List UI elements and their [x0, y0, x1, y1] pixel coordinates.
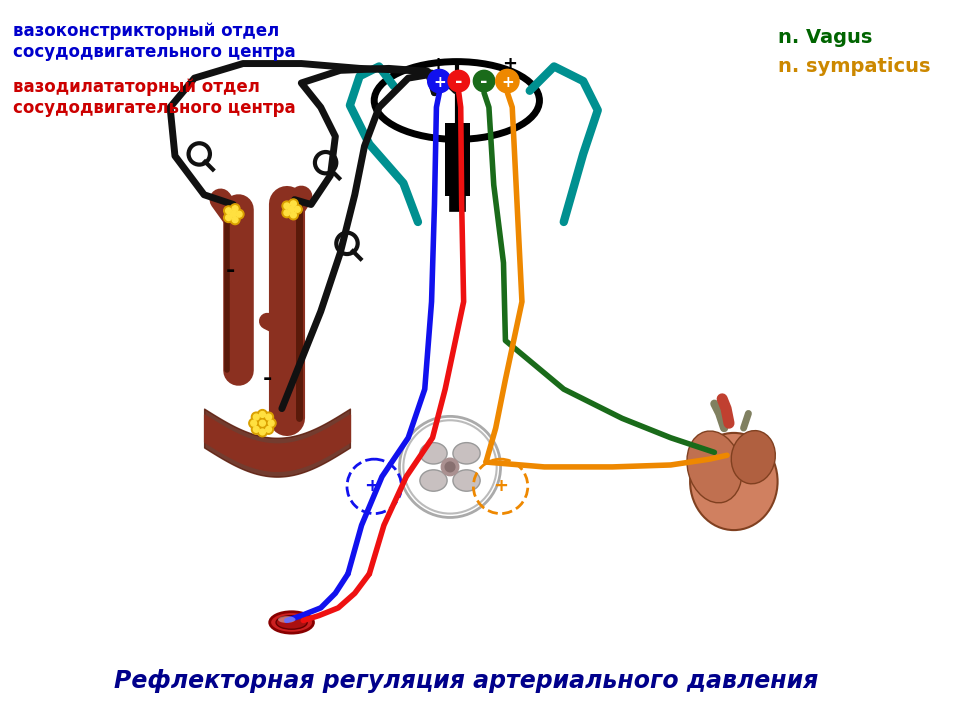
Circle shape	[257, 410, 267, 419]
Text: +: +	[364, 477, 379, 495]
Circle shape	[236, 211, 242, 217]
Ellipse shape	[270, 612, 314, 633]
Circle shape	[251, 420, 256, 426]
Text: n. sympaticus: n. sympaticus	[778, 57, 930, 76]
Circle shape	[230, 215, 240, 225]
Text: вазоконстрикторный отдел
сосудодвигательного центра: вазоконстрикторный отдел сосудодвигатель…	[12, 22, 296, 60]
Circle shape	[252, 425, 261, 434]
Circle shape	[257, 418, 267, 428]
Circle shape	[289, 199, 299, 209]
Circle shape	[295, 207, 300, 212]
Circle shape	[289, 210, 299, 220]
Circle shape	[226, 208, 231, 214]
Circle shape	[226, 215, 231, 220]
Ellipse shape	[420, 470, 447, 491]
Text: +: +	[502, 55, 516, 73]
Circle shape	[291, 201, 297, 207]
Text: Рефлекторная регуляция артериального давления: Рефлекторная регуляция артериального дав…	[114, 669, 819, 693]
Circle shape	[284, 203, 290, 209]
Text: n. Vagus: n. Vagus	[778, 27, 872, 47]
Circle shape	[252, 412, 261, 422]
Circle shape	[266, 426, 272, 432]
Circle shape	[293, 204, 302, 215]
Circle shape	[266, 418, 276, 428]
Circle shape	[291, 212, 297, 218]
Circle shape	[495, 69, 519, 93]
Circle shape	[289, 207, 295, 212]
Circle shape	[224, 213, 233, 222]
Circle shape	[232, 217, 238, 222]
Circle shape	[264, 425, 274, 434]
Circle shape	[287, 204, 297, 215]
Circle shape	[266, 414, 272, 420]
Text: -: -	[263, 369, 272, 390]
Ellipse shape	[276, 616, 307, 629]
Text: -: -	[455, 73, 463, 91]
Circle shape	[427, 69, 451, 93]
Circle shape	[264, 412, 274, 422]
Ellipse shape	[420, 443, 447, 464]
Circle shape	[234, 210, 244, 219]
Circle shape	[253, 426, 259, 432]
Circle shape	[473, 71, 494, 91]
Circle shape	[282, 201, 292, 211]
Text: -: -	[480, 73, 488, 91]
Text: +: +	[493, 477, 508, 495]
Circle shape	[228, 210, 238, 219]
Circle shape	[399, 416, 500, 518]
Circle shape	[282, 208, 292, 217]
Circle shape	[253, 414, 259, 420]
Circle shape	[232, 206, 238, 212]
Circle shape	[442, 458, 459, 476]
Text: вазодилататорный отдел
сосудодвигательного центра: вазодилататорный отдел сосудодвигательно…	[12, 78, 296, 117]
Circle shape	[259, 420, 265, 426]
Ellipse shape	[278, 616, 296, 623]
Ellipse shape	[374, 62, 540, 140]
Circle shape	[448, 71, 469, 91]
Circle shape	[259, 412, 265, 418]
Ellipse shape	[732, 431, 776, 484]
Ellipse shape	[690, 433, 778, 530]
Circle shape	[230, 211, 236, 217]
Circle shape	[445, 462, 455, 472]
Circle shape	[257, 427, 267, 437]
Text: -: -	[478, 54, 486, 73]
Text: +: +	[501, 74, 514, 89]
Text: -: -	[226, 261, 235, 281]
Circle shape	[249, 418, 258, 428]
Circle shape	[284, 210, 290, 216]
Circle shape	[259, 429, 265, 435]
Ellipse shape	[687, 431, 742, 503]
Circle shape	[224, 206, 233, 215]
Ellipse shape	[453, 470, 480, 491]
Text: +: +	[433, 74, 445, 89]
Circle shape	[230, 204, 240, 214]
Ellipse shape	[453, 443, 480, 464]
Text: +: +	[430, 55, 444, 73]
Circle shape	[268, 420, 275, 426]
Text: -: -	[455, 54, 463, 73]
